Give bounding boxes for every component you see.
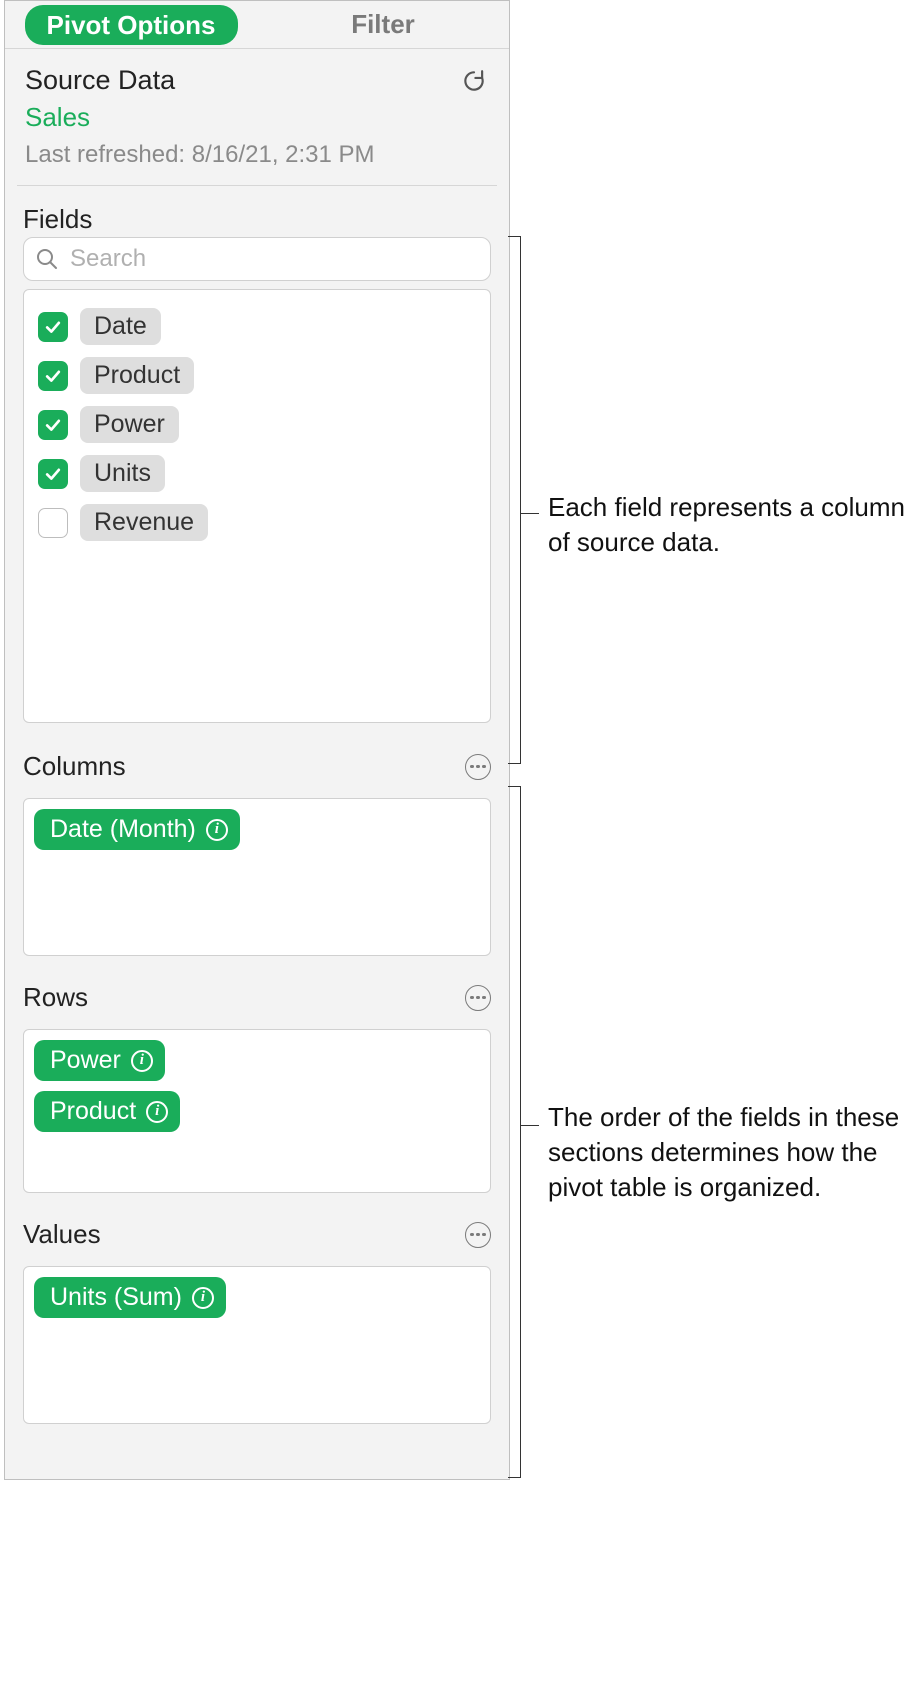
field-row: Units <box>38 455 476 492</box>
callout-tick-order <box>521 1125 539 1126</box>
info-icon[interactable]: i <box>131 1050 153 1072</box>
field-checkbox[interactable] <box>38 410 68 440</box>
info-icon[interactable]: i <box>146 1101 168 1123</box>
tab-pivot-options[interactable]: Pivot Options <box>5 1 257 48</box>
tab-filter[interactable]: Filter <box>257 1 509 48</box>
search-icon <box>35 247 59 271</box>
fields-heading: Fields <box>23 204 491 235</box>
columns-more-button[interactable] <box>465 754 491 780</box>
field-checkbox[interactable] <box>38 312 68 342</box>
check-icon <box>43 415 63 435</box>
rows-dropzone[interactable]: PoweriProducti <box>23 1029 491 1193</box>
pill-label: Power <box>50 1046 121 1075</box>
info-icon[interactable]: i <box>192 1287 214 1309</box>
values-more-button[interactable] <box>465 1222 491 1248</box>
search-field-wrap <box>23 237 491 281</box>
check-icon <box>43 317 63 337</box>
refresh-button[interactable] <box>459 66 489 96</box>
columns-dropzone[interactable]: Date (Month) i <box>23 798 491 956</box>
rows-heading: Rows <box>23 982 88 1013</box>
callout-fields-text: Each field represents a column of source… <box>548 490 918 560</box>
callout-order-text: The order of the fields in these section… <box>548 1100 924 1205</box>
more-icon <box>470 996 486 1000</box>
tab-filter-label: Filter <box>351 9 415 40</box>
pill-label: Product <box>50 1097 136 1126</box>
columns-pill[interactable]: Date (Month) i <box>34 809 240 850</box>
values-dropzone[interactable]: Units (Sum) i <box>23 1266 491 1424</box>
tab-bar: Pivot Options Filter <box>5 1 509 49</box>
source-data-heading: Source Data <box>25 65 175 96</box>
values-heading: Values <box>23 1219 101 1250</box>
field-chip[interactable]: Revenue <box>80 504 208 541</box>
field-row: Date <box>38 308 476 345</box>
refresh-icon <box>461 68 487 94</box>
field-checkbox[interactable] <box>38 508 68 538</box>
source-data-name: Sales <box>5 100 509 139</box>
rows-more-button[interactable] <box>465 985 491 1011</box>
pivot-options-pane: Pivot Options Filter Source Data Sales L… <box>4 0 510 1480</box>
last-refreshed-text: Last refreshed: 8/16/21, 2:31 PM <box>5 139 509 185</box>
check-icon <box>43 464 63 484</box>
callout-bracket-order <box>520 786 521 1478</box>
field-row: Product <box>38 357 476 394</box>
tab-pivot-options-label: Pivot Options <box>25 5 238 45</box>
more-icon <box>470 765 486 769</box>
field-chip[interactable]: Date <box>80 308 161 345</box>
columns-heading: Columns <box>23 751 126 782</box>
pill-label: Units (Sum) <box>50 1283 182 1312</box>
field-row: Power <box>38 406 476 443</box>
callout-bracket-fields <box>520 236 521 764</box>
field-row: Revenue <box>38 504 476 541</box>
field-chip[interactable]: Product <box>80 357 194 394</box>
field-checkbox[interactable] <box>38 361 68 391</box>
field-checkbox[interactable] <box>38 459 68 489</box>
field-chip[interactable]: Power <box>80 406 179 443</box>
field-chip[interactable]: Units <box>80 455 165 492</box>
search-input[interactable] <box>23 237 491 281</box>
rows-pill[interactable]: Product i <box>34 1091 180 1132</box>
fields-list: Date Product Power Units Revenue <box>23 289 491 723</box>
values-pill[interactable]: Units (Sum) i <box>34 1277 226 1318</box>
rows-pill[interactable]: Poweri <box>34 1040 165 1081</box>
info-icon[interactable]: i <box>206 819 228 841</box>
more-icon <box>470 1233 486 1237</box>
callout-tick-fields <box>521 513 539 514</box>
pill-label: Date (Month) <box>50 815 196 844</box>
check-icon <box>43 366 63 386</box>
